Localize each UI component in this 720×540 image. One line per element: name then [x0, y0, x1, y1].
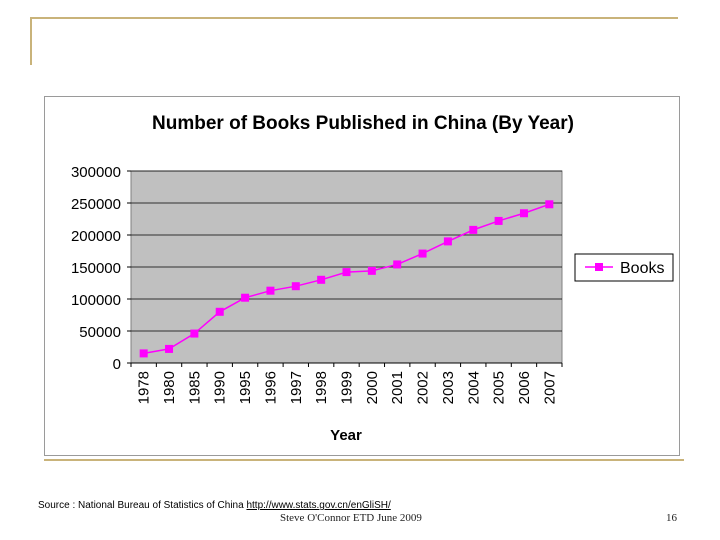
legend-marker [595, 263, 603, 271]
y-tick-label: 300000 [71, 164, 121, 181]
data-point [393, 260, 402, 269]
data-point [545, 200, 554, 209]
data-point [317, 275, 326, 284]
y-tick-label: 100000 [71, 292, 121, 309]
chart: Number of Books Published in China (By Y… [71, 113, 674, 444]
x-tick-label: 1998 [313, 371, 330, 404]
legend-label: Books [620, 260, 664, 277]
data-point [291, 282, 300, 291]
x-tick-label: 2000 [364, 371, 381, 404]
data-point [342, 268, 351, 277]
x-tick-label: 2006 [516, 371, 533, 404]
y-tick-label: 0 [113, 356, 121, 373]
x-tick-label: 2002 [415, 371, 432, 404]
x-tick-label: 2007 [541, 371, 558, 404]
x-tick-label: 2001 [389, 371, 406, 404]
y-tick-label: 50000 [79, 324, 121, 341]
data-point [519, 209, 528, 218]
x-tick-label: 1980 [161, 371, 178, 404]
source-citation: Source : National Bureau of Statistics o… [38, 500, 391, 511]
data-point [139, 349, 148, 358]
data-point [165, 344, 174, 353]
data-point [190, 329, 199, 338]
x-tick-label: 1999 [339, 371, 356, 404]
x-tick-label: 1985 [186, 371, 203, 404]
data-point [215, 307, 224, 316]
page-number: 16 [666, 512, 677, 524]
footer-text: Steve O'Connor ETD June 2009 [280, 512, 422, 524]
data-point [266, 286, 275, 295]
data-point [367, 266, 376, 275]
x-axis-title: Year [330, 427, 362, 444]
x-tick-label: 1997 [288, 371, 305, 404]
decorative-left-rule [30, 17, 32, 65]
data-point [443, 237, 452, 246]
y-tick-label: 200000 [71, 228, 121, 245]
data-point [418, 249, 427, 258]
x-tick-label: 1990 [212, 371, 229, 404]
source-link[interactable]: http://www.stats.gov.cn/enGliSH/ [246, 500, 391, 511]
chart-title: Number of Books Published in China (By Y… [152, 113, 574, 134]
source-text: Source : National Bureau of Statistics o… [38, 500, 244, 511]
legend: Books [574, 253, 674, 282]
y-tick-label: 150000 [71, 260, 121, 277]
data-point [469, 225, 478, 234]
decorative-bottom-rule [44, 459, 684, 461]
x-tick-label: 2005 [491, 371, 508, 404]
data-point [494, 216, 503, 225]
x-tick-label: 1978 [136, 371, 153, 404]
x-tick-label: 1995 [237, 371, 254, 404]
chart-frame: Number of Books Published in China (By Y… [44, 96, 680, 456]
x-tick-label: 2003 [440, 371, 457, 404]
x-tick-label: 2004 [465, 371, 482, 404]
x-tick-label: 1996 [262, 371, 279, 404]
decorative-top-rule [30, 17, 678, 19]
data-point [241, 293, 250, 302]
y-tick-label: 250000 [71, 196, 121, 213]
